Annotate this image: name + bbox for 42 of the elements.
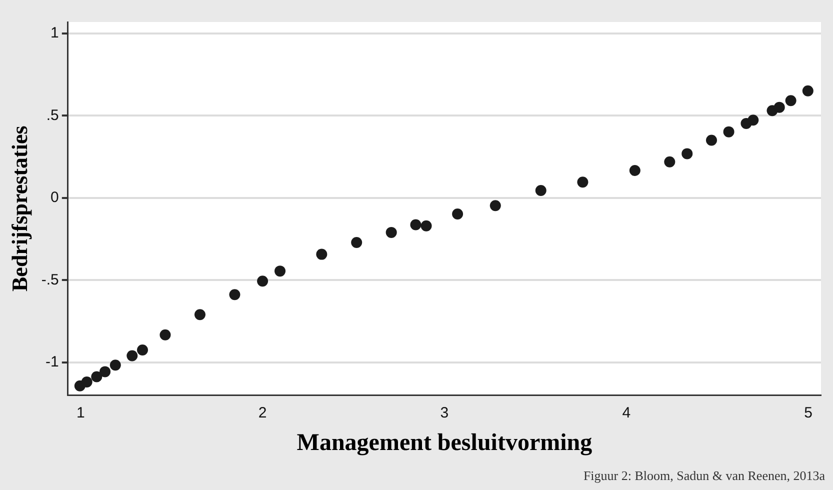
point [100, 366, 111, 378]
y-tick-label: .5 [46, 106, 59, 124]
point [420, 220, 432, 232]
x-tick-label: 3 [440, 404, 449, 422]
y-tick-label: 0 [50, 189, 59, 206]
x-tick-label: 5 [804, 404, 812, 422]
point [452, 208, 464, 220]
x-axis-title: Management besluitvorming [296, 430, 592, 456]
y-tick-label: 1 [50, 24, 59, 42]
y-axis-title: Bedrijfsprestaties [6, 125, 32, 292]
point [351, 236, 362, 248]
point [629, 164, 640, 176]
point [577, 176, 588, 188]
point [682, 148, 693, 160]
point [785, 95, 796, 106]
point [257, 276, 268, 287]
y-tick-label: -.5 [41, 271, 59, 288]
point [410, 219, 422, 230]
point [229, 289, 240, 300]
point [274, 266, 286, 277]
point [664, 156, 676, 168]
point [802, 85, 814, 96]
text: Figuur 2: Bloom, Sadun & van Reenen, 2013a [583, 468, 825, 484]
point [748, 114, 759, 126]
point [723, 126, 734, 138]
point [386, 226, 397, 238]
point [490, 200, 501, 212]
point [774, 102, 785, 113]
y-tick-label: -1 [46, 353, 59, 370]
point [91, 371, 102, 382]
x-tick-label: 2 [258, 404, 267, 422]
point [110, 360, 121, 371]
x-tick-label: 1 [76, 404, 85, 422]
point [81, 376, 92, 388]
point [160, 329, 171, 340]
x-tick-label: 4 [622, 404, 631, 422]
point [706, 134, 717, 146]
point [126, 350, 138, 362]
point [194, 309, 206, 320]
point [136, 344, 148, 356]
point [316, 248, 328, 260]
point [535, 185, 546, 196]
